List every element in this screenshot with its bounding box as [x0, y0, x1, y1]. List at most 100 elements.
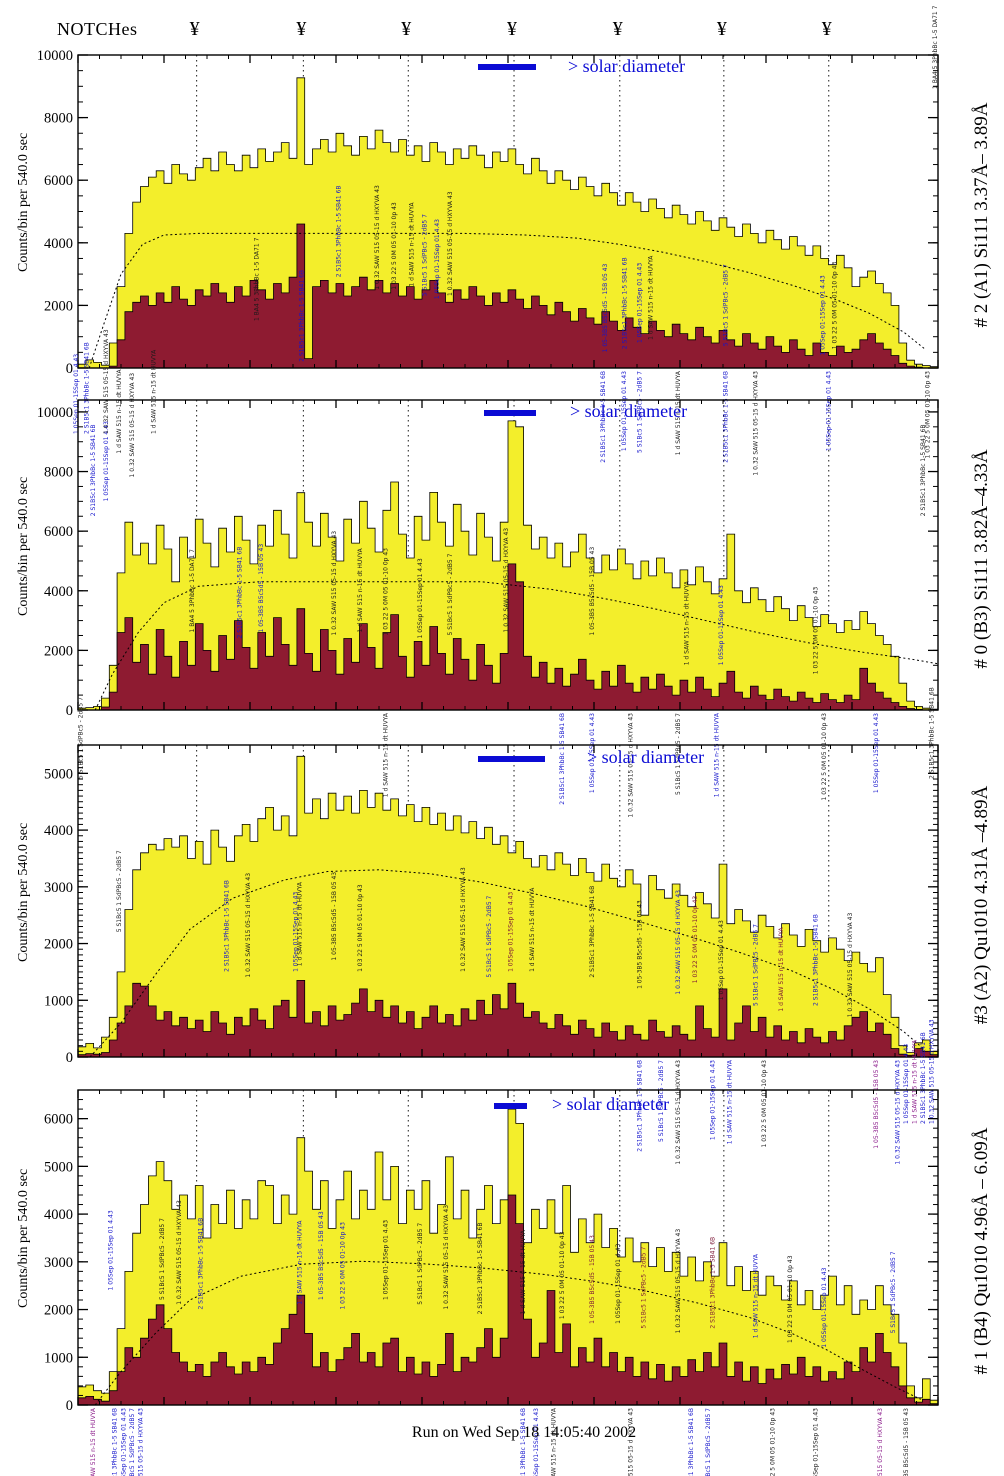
time-interval-annotation: 1 05-3B5 B5c5d5 - 15B 05 43 — [331, 872, 338, 961]
y-tick-label: 0 — [66, 1398, 73, 1414]
background-counts-histogram — [78, 563, 938, 711]
time-interval-annotation: 2 S1B5c1 3PhbBc 1-5 SB41 6B — [236, 547, 243, 639]
axis-overflow-annotation: 2 S1B5c1 3PhbBc 1-5 SB41 6B — [112, 1408, 119, 1476]
time-interval-annotation: 1 d SAW 515 n-15 dt HUVYA — [520, 1229, 527, 1314]
time-interval-annotation: 1 05Sep 01-15Sep 01 4.43 — [718, 585, 725, 665]
axis-overflow-annotation: 1 d SAW 515 n-15 dt HUVYA — [912, 1039, 919, 1124]
panel-3: 5 S1Bc5 1 SdPBc5 - 2dB5 7 2 S1B5c1 3PhbBc… — [44, 687, 939, 1165]
envelope-curve — [88, 232, 926, 369]
time-interval-annotation: 1 0.32 SAW 515 05-15 d HXYVA 43 — [245, 873, 252, 978]
y-tick-label: 3000 — [44, 880, 73, 896]
time-interval-annotation: 1 d SAW 515 n-15 dt HUVYA — [684, 580, 691, 665]
panel-title-3: #3 (A2) Qu1010 4.31Å –4.89Å — [971, 785, 992, 1025]
time-interval-annotation: 1 05Sep 01-15Sep 01 4.43 — [821, 1267, 828, 1347]
solar-diameter-bar-1 — [478, 64, 536, 70]
time-interval-annotation: 1 0.32 SAW 515 05-15 d HXYVA 43 — [129, 373, 136, 478]
time-interval-annotation: 5 S1Bc5 1 SdPBc5 - 2dB5 7 — [116, 850, 123, 932]
envelope-curve — [94, 1260, 922, 1406]
time-interval-annotation: 1 05Sep 01-15Sep 01 4.43 — [107, 1210, 114, 1290]
time-interval-annotation: 1 05Sep 01-15Sep 01 4.43 — [383, 1220, 390, 1300]
solar-diameter-label-3: > solar diameter — [587, 747, 705, 767]
solar-diameter-label-2: > solar diameter — [570, 401, 688, 421]
time-interval-annotation: 1 03 22 5 0M 05 01-10 0p 43 — [832, 262, 839, 350]
time-interval-annotation: 1 05-3B5 B5c5d5 - 15B 05 43 — [258, 544, 265, 633]
time-interval-annotation: 1 03 22 5 0M 05 01-10 0p 43 — [383, 548, 390, 636]
axis-overflow-annotation: 5 S1Bc5 1 SdPBc5 - 2dB5 7 — [705, 1408, 712, 1476]
y-tick-label: 2000 — [44, 937, 73, 953]
panel-4: 1 05Sep 01-15Sep 01 4.43 5 S1Bc5 1 SdPBc5… — [44, 1019, 939, 1476]
time-interval-annotation: 2 S1B5c1 3PhbBc 1-5 SB41 6B — [709, 1237, 716, 1329]
axis-overflow-annotation: 1 05Sep 01-15Sep 01 4.43 — [621, 371, 628, 451]
notch-marker: ¥ — [189, 18, 200, 40]
time-interval-annotation: 1 d SAW 515 n-15 dt HUVYA — [529, 887, 536, 972]
notch-marker: ¥ — [716, 18, 727, 40]
axis-overflow-annotation: 1 03 22 5 0M 05 01-10 0p 43 — [924, 371, 931, 459]
axis-overflow-annotation: 2 S1B5c1 3PhbBc 1-5 SB41 6B — [920, 1032, 927, 1124]
time-interval-annotation: 1 05Sep 01-15Sep 01 4.43 — [819, 275, 826, 355]
time-interval-annotation: 1 0.32 SAW 515 05-15 d HXYVA 43 — [675, 1229, 682, 1334]
time-interval-annotation: 2 S1B5c1 3PhbBc 1-5 SB41 6B — [335, 185, 342, 277]
axis-overflow-annotation: 1 0.32 SAW 515 05-15 d HXYVA 43 — [877, 1408, 884, 1476]
axis-overflow-annotation: 5 S1Bc5 1 SdPBc5 - 2dB5 7 — [658, 1060, 665, 1142]
axis-overflow-annotation: 1 BA4 5 3PhbBc 1-5 DA71 7 — [932, 5, 939, 89]
notch-marker: ¥ — [612, 18, 623, 40]
time-interval-annotation: 1 0.32 SAW 515 05-15 d HXYVA 43 — [503, 528, 510, 633]
time-interval-annotation: 1 03 22 5 0M 05 01-10 0p 43 — [813, 587, 820, 675]
time-interval-annotation: 1 05-3B5 B5c5d5 - 15B 05 43 — [636, 900, 643, 989]
y-tick-label: 5000 — [44, 766, 73, 782]
axis-overflow-annotation: 1 05Sep 01-15Sep 01 4.43 — [533, 1408, 540, 1476]
time-interval-annotation: 5 S1Bc5 1 SdPBc5 - 2dB5 7 — [486, 895, 493, 977]
time-interval-annotation: 1 05Sep 01-15Sep 01 4.43 — [292, 892, 299, 972]
time-interval-annotation: 1 03 22 5 0M 05 01-10 0p 43 — [692, 896, 699, 984]
time-interval-annotation: 5 S1Bc5 1 SdPBc5 - 2dB5 7 — [417, 1223, 424, 1305]
y-axis-label-panel-1: Counts/bin per 540.0 sec — [16, 132, 31, 272]
panel-2: 2 S1B5c1 3PhbBc 1-5 SB41 6B 1 05Sep 01-15… — [37, 329, 939, 818]
notches-title: NOTCHes — [57, 19, 138, 39]
y-tick-label: 6000 — [44, 524, 73, 540]
time-interval-annotation: 5 S1Bc5 1 SdPBc5 - 2dB5 7 — [722, 264, 729, 346]
axis-overflow-annotation: 1 d SAW 515 n-15 dt HUVYA — [550, 1407, 557, 1476]
background-counts-histogram — [78, 223, 938, 369]
time-interval-annotation: 5 S1Bc5 1 SdPBc5 - 2dB5 7 — [159, 1218, 166, 1300]
axis-overflow-annotation: 1 d SAW 515 n-15 dt HUVYA — [714, 712, 721, 797]
y-tick-label: 8000 — [44, 111, 73, 127]
axis-overflow-annotation: 2 S1B5c1 3PhbBc 1-5 SB41 6B — [600, 371, 607, 463]
y-tick-label: 0 — [66, 703, 73, 719]
axis-overflow-annotation: 2 S1B5c1 3PhbBc 1-5 SB41 6B — [688, 1408, 695, 1476]
time-interval-annotation: 1 d SAW 515 n-15 dt HUVYA — [408, 201, 415, 286]
y-tick-label: 6000 — [44, 173, 73, 189]
solar-diameter-label-1: > solar diameter — [568, 56, 686, 76]
time-interval-annotation: 1 0.32 SAW 515 05-15 d HXYVA 43 — [675, 890, 682, 995]
axis-overflow-annotation: 1 05Sep 01-15Sep 01 4.43 — [589, 713, 596, 793]
y-axis-label-panel-2: Counts/bin per 540.0 sec — [16, 476, 31, 616]
y-tick-label: 3000 — [44, 1255, 73, 1271]
time-interval-annotation: 1 05Sep 01-15Sep 01 4.43 — [507, 892, 514, 972]
envelope-curve — [89, 869, 926, 1058]
axis-overflow-annotation: 2 S1B5c1 3PhbBc 1-5 SB41 6B — [83, 342, 90, 434]
time-interval-annotation: 1 03 22 5 0M 05 01-10 0p 43 — [391, 202, 398, 290]
solar-diameter-bar-3 — [478, 756, 545, 762]
y-tick-label: 5000 — [44, 1159, 73, 1175]
axis-overflow-annotation: 1 d SAW 515 n-15 dt HUVYA — [675, 370, 682, 455]
axis-overflow-annotation: 1 0.32 SAW 515 05-15 d HXYVA 43 — [138, 1408, 145, 1476]
time-interval-annotation: 5 S1Bc5 1 SdPBc5 - 2dB5 7 — [641, 1247, 648, 1329]
time-interval-annotation: 1 0.32 SAW 515 05-15 d HXYVA 43 — [374, 185, 381, 290]
axis-overflow-annotation: 1 d SAW 515 n-15 dt HUVYA — [383, 712, 390, 797]
time-interval-annotation: 1 d SAW 515 n-15 dt HUVYA — [297, 881, 304, 966]
time-interval-annotation: 2 S1B5c1 3PhbBc 1-5 SB41 6B — [298, 270, 305, 362]
time-interval-annotation: 1 05Sep 01-15Sep 01 4.43 — [615, 1244, 622, 1324]
time-interval-annotation: 1 03 22 5 0M 05 01-10 0p 43 — [559, 1231, 566, 1319]
time-interval-annotation: 2 S1B5c1 3PhbBc 1-5 SB41 6B — [589, 886, 596, 978]
axis-overflow-annotation: 1 05Sep 01-15Sep 01 4.43 — [709, 1060, 716, 1140]
time-interval-annotation: 1 0.32 SAW 515 05-15 d HXYVA 43 — [447, 191, 454, 296]
axis-overflow-annotation: 1 05-3B5 B5c5d5 - 15B 05 43 — [873, 1060, 880, 1149]
time-interval-annotation: 5 S1Bc5 1 SdPBc5 - 2dB5 7 — [752, 924, 759, 1006]
notch-marker: ¥ — [401, 18, 412, 40]
time-interval-annotation: 1 03 22 5 0M 05 01-10 0p 43 — [357, 884, 364, 972]
time-interval-annotation: 5 S1Bc5 1 SdPBc5 - 2dB5 7 — [890, 1251, 897, 1333]
axis-overflow-annotation: 1 d SAW 515 n-15 dt HUVYA — [90, 1407, 97, 1476]
time-interval-annotation: 1 d SAW 515 n-15 dt HUVYA — [752, 1253, 759, 1338]
time-interval-annotation: 2 S1B5c1 3PhbBc 1-5 SB41 6B — [622, 257, 629, 349]
notch-marker: ¥ — [821, 18, 832, 40]
